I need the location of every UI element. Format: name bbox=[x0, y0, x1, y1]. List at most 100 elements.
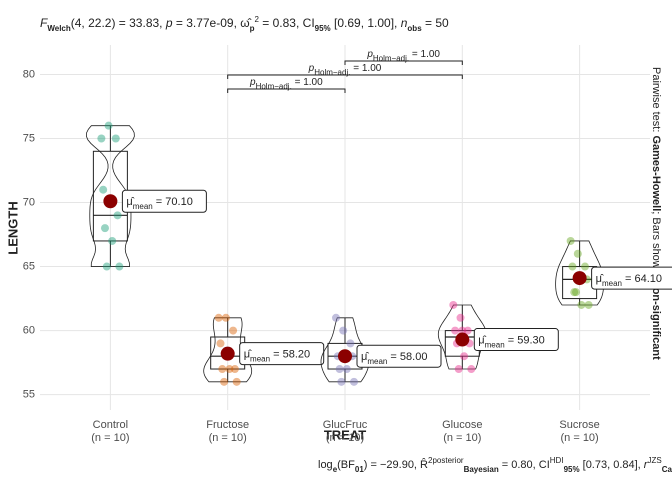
point bbox=[335, 365, 344, 374]
point bbox=[339, 326, 348, 335]
text-part: = 1.00 bbox=[409, 49, 440, 60]
text-part: Pairwise test: bbox=[650, 67, 662, 135]
text-part: 58.20 bbox=[283, 349, 311, 361]
text-part: (BF bbox=[337, 459, 355, 471]
point bbox=[100, 224, 109, 233]
mean-point bbox=[103, 194, 118, 209]
text-part: p bbox=[308, 63, 315, 74]
mean-label-box bbox=[239, 342, 325, 366]
text-part: F bbox=[40, 16, 48, 30]
caption: loge(BF01) = −29.90, R̂2posteriorBayesia… bbox=[318, 456, 672, 474]
text-part: 58.00 bbox=[400, 351, 428, 363]
mean-label: μ̂mean = 70.10 bbox=[126, 196, 192, 211]
text-part: p bbox=[165, 16, 173, 30]
point bbox=[332, 313, 340, 322]
text-part: 64.10 bbox=[635, 273, 663, 285]
text-part: Games-Howell bbox=[650, 135, 662, 211]
text-part: mean bbox=[485, 340, 505, 349]
point bbox=[216, 339, 225, 348]
text-part: Bayesian bbox=[464, 465, 499, 474]
point bbox=[456, 313, 465, 322]
y-tick-label: 80 bbox=[23, 68, 35, 80]
x-count-label: (n = 10) bbox=[561, 432, 599, 444]
bracket bbox=[344, 60, 463, 65]
text-part: r bbox=[644, 459, 649, 471]
x-axis-title: TREAT bbox=[324, 427, 366, 442]
text-part: 95% bbox=[564, 465, 580, 474]
bracket bbox=[227, 88, 346, 93]
point bbox=[460, 352, 469, 361]
text-part: mean bbox=[367, 357, 387, 366]
mean-label: μ̂mean = 64.10 bbox=[596, 273, 662, 288]
text-part: = 3.77e-09, bbox=[173, 16, 241, 30]
text-part: = 0.83, CI bbox=[259, 16, 315, 30]
text-part: 70.10 bbox=[165, 196, 193, 208]
text-part: non-significant bbox=[650, 281, 662, 360]
x-tick-label: Glucose bbox=[442, 419, 482, 431]
point bbox=[225, 365, 234, 374]
subtitle: FWelch(4, 22.2) = 33.83, p = 3.77e-09, ω… bbox=[40, 15, 449, 33]
text-part: μ̂ bbox=[596, 273, 604, 285]
y-tick-label: 60 bbox=[23, 325, 35, 337]
text-part: 59.30 bbox=[517, 334, 545, 346]
text-part: 2 bbox=[428, 456, 433, 465]
point bbox=[467, 365, 476, 374]
point bbox=[113, 211, 122, 220]
point bbox=[102, 262, 111, 271]
text-part: Welch bbox=[47, 24, 71, 33]
y-tick-label: 65 bbox=[23, 260, 35, 272]
x-count-label: (n = 10) bbox=[91, 432, 129, 444]
text-part: = 1.00 bbox=[292, 77, 323, 88]
point bbox=[111, 134, 120, 143]
side-note: Pairwise test: Games-Howell; Bars shown:… bbox=[650, 67, 662, 360]
text-part: [0.73, 0.84], bbox=[580, 459, 644, 471]
point bbox=[342, 365, 351, 374]
text-part: HDI bbox=[550, 456, 564, 465]
text-part: mean bbox=[133, 202, 153, 211]
point bbox=[566, 236, 575, 245]
text-part: log bbox=[318, 459, 333, 471]
text-part: ) = −29.90, bbox=[364, 459, 420, 471]
text-part: μ̂ bbox=[126, 196, 134, 208]
text-part: Holm−adj. bbox=[373, 54, 409, 63]
text-part: obs bbox=[407, 24, 422, 33]
y-tick-label: 55 bbox=[23, 389, 35, 401]
point bbox=[97, 134, 106, 143]
point bbox=[451, 326, 460, 335]
text-part: Cauchy bbox=[662, 465, 672, 474]
text-part: posterior bbox=[432, 456, 463, 465]
x-tick-label: Control bbox=[93, 419, 128, 431]
bracket bbox=[227, 74, 463, 79]
x-tick-label: GlucFruc bbox=[323, 419, 368, 431]
point bbox=[221, 313, 230, 322]
text-part: e bbox=[333, 465, 338, 474]
y-axis-title: LENGTH bbox=[5, 201, 20, 254]
text-part: Holm−adj. bbox=[314, 68, 350, 77]
text-part: JZS bbox=[647, 456, 661, 465]
text-part: mean bbox=[250, 354, 270, 363]
point bbox=[229, 326, 238, 335]
point bbox=[230, 365, 239, 374]
text-part: = 50 bbox=[422, 16, 449, 30]
point bbox=[572, 288, 581, 297]
y-tick-label: 75 bbox=[23, 132, 35, 144]
point bbox=[577, 300, 586, 309]
mean-label-box bbox=[473, 328, 559, 352]
text-part: 2 bbox=[255, 15, 260, 24]
text-part: p bbox=[249, 77, 256, 88]
point bbox=[337, 377, 346, 386]
point bbox=[458, 326, 467, 335]
x-count-label: (n = 10) bbox=[209, 432, 247, 444]
text-part: = 1.00 bbox=[350, 63, 381, 74]
mean-point bbox=[572, 271, 587, 286]
point bbox=[220, 377, 229, 386]
text-part: 01 bbox=[355, 465, 364, 474]
text-part: μ̂ bbox=[244, 349, 252, 361]
mean-point bbox=[220, 346, 235, 361]
x-count-label: (n = 10) bbox=[326, 432, 364, 444]
text-part: ω̂ bbox=[240, 16, 251, 30]
bracket-label: pHolm−adj. = 1.00 bbox=[366, 49, 440, 63]
text-part: ; Bars shown: bbox=[650, 211, 662, 281]
bracket-label: pHolm−adj. = 1.00 bbox=[308, 63, 382, 77]
point bbox=[573, 249, 582, 258]
